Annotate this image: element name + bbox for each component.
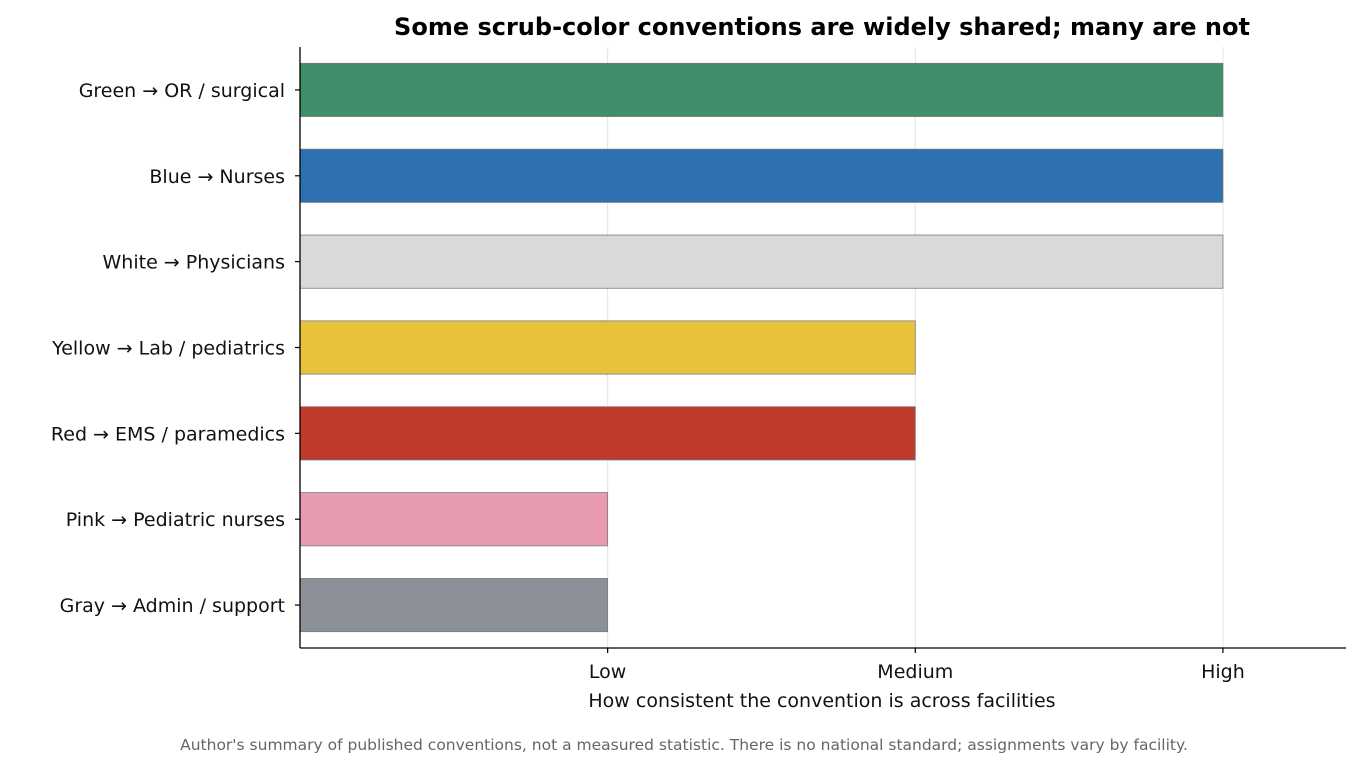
category-label-7: Gray → Admin / support: [60, 595, 285, 617]
x-ticks: Low Medium High: [589, 648, 1245, 683]
x-tick-label-2: Medium: [877, 661, 953, 683]
category-label-4: Yellow → Lab / pediatrics: [51, 338, 285, 360]
bar-5: [299, 406, 916, 461]
bar-4: [299, 320, 916, 375]
category-label-5: Red → EMS / paramedics: [51, 423, 285, 445]
x-axis-label: How consistent the convention is across …: [588, 690, 1055, 712]
category-label-2: Blue → Nurses: [149, 166, 285, 188]
category-label-3: White → Physicians: [103, 252, 285, 274]
x-tick-label-3: High: [1201, 661, 1245, 683]
footnote: Author's summary of published convention…: [180, 736, 1188, 754]
chart-title: Some scrub-color conventions are widely …: [394, 13, 1250, 41]
bar-2: [299, 148, 1224, 203]
x-tick-label-1: Low: [589, 661, 626, 683]
category-label-6: Pink → Pediatric nurses: [66, 509, 285, 531]
bar-3: [299, 234, 1224, 289]
bar-1: [299, 62, 1224, 117]
bar-6: [299, 492, 609, 547]
bar-7: [299, 578, 609, 633]
bars: [299, 62, 1224, 633]
y-ticks: Green → OR / surgical Blue → Nurses White …: [51, 80, 300, 617]
category-label-1: Green → OR / surgical: [79, 80, 285, 102]
